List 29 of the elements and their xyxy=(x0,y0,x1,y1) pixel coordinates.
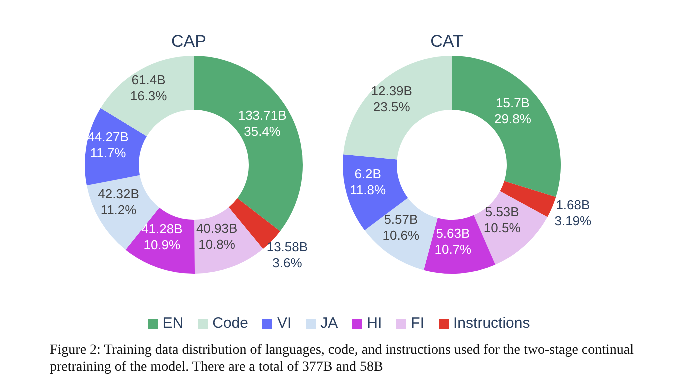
legend-label: VI xyxy=(276,315,292,332)
donut-slice xyxy=(85,108,147,186)
data-label: 13.58B 3.6% xyxy=(266,239,308,270)
chart-title: CAP xyxy=(170,32,208,52)
caption: Figure 2: Training data distribution of languages, code, and instructions used for the two-stage continual pretraining of the model. There are a total of 377B and 58B xyxy=(50,342,636,376)
chart-title: CAT xyxy=(430,32,464,52)
data-label: 12.39B 23.5% xyxy=(371,83,412,114)
legend-label: EN xyxy=(162,315,184,332)
data-label: 42.32B 11.2% xyxy=(98,186,140,218)
data-label: 6.2B 11.8% xyxy=(350,166,386,198)
legend-label: FI xyxy=(410,315,425,332)
legend-label: Instructions xyxy=(452,315,530,332)
data-label: 41.28B 10.9% xyxy=(142,221,183,252)
donut-slice xyxy=(344,56,452,160)
data-label: 61.4B 16.3% xyxy=(130,72,168,104)
data-label: 1.68B 3.19% xyxy=(554,197,592,228)
legend-label: HI xyxy=(366,315,382,332)
donut-slice xyxy=(452,56,561,198)
donut-slice xyxy=(194,56,303,232)
data-label: 44.27B 11.7% xyxy=(88,130,129,161)
data-label: 5.63B 10.7% xyxy=(434,226,472,257)
data-label: 5.57B 10.6% xyxy=(382,212,420,244)
data-label: 133.71B 35.4% xyxy=(238,108,287,139)
donut-slice xyxy=(474,191,548,265)
legend-label: JA xyxy=(320,315,338,332)
data-label: 15.7B 29.8% xyxy=(494,95,532,126)
data-label: 5.53B 10.5% xyxy=(484,204,522,236)
data-label: 40.93B 10.8% xyxy=(196,221,238,252)
legend-label: Code xyxy=(212,315,248,332)
